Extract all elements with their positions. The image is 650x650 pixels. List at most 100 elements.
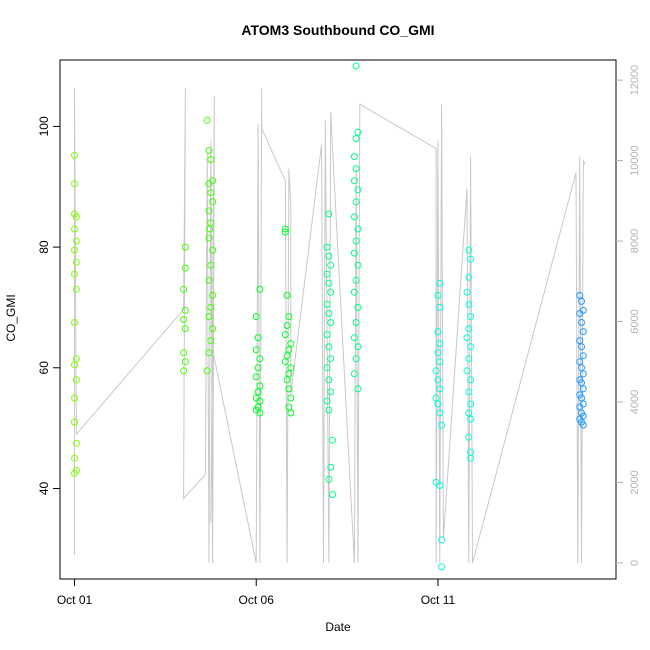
data-point xyxy=(352,165,360,173)
altitude-tick-label: 2000 xyxy=(629,470,641,494)
data-point xyxy=(205,147,213,154)
data-point xyxy=(576,337,584,345)
data-point xyxy=(285,403,293,411)
data-point xyxy=(352,319,360,326)
data-point xyxy=(352,135,360,142)
data-point xyxy=(329,491,336,498)
data-point xyxy=(434,400,442,408)
data-point xyxy=(576,358,584,366)
data-point xyxy=(206,225,214,233)
data-point xyxy=(436,358,444,366)
data-point xyxy=(252,373,260,381)
points-layer xyxy=(71,62,587,571)
data-point xyxy=(436,303,444,311)
data-point xyxy=(209,325,217,333)
chart-title: ATOM3 Southbound CO_GMI xyxy=(241,22,434,38)
data-point xyxy=(72,355,80,363)
data-point xyxy=(181,264,189,272)
data-point xyxy=(71,394,78,402)
x-tick-label: Oct 06 xyxy=(239,593,275,607)
data-point xyxy=(350,370,358,378)
data-point xyxy=(209,198,217,206)
data-point xyxy=(203,116,211,124)
data-point xyxy=(254,334,262,342)
data-point xyxy=(327,355,335,363)
data-point xyxy=(285,313,293,320)
altitude-layer xyxy=(74,88,586,564)
x-axis: Oct 01 Oct 06 Oct 11 xyxy=(57,579,456,607)
data-point xyxy=(438,536,446,544)
data-point xyxy=(352,276,360,284)
data-point xyxy=(436,340,444,348)
data-point xyxy=(252,346,260,354)
data-point xyxy=(578,297,585,305)
data-point xyxy=(254,364,262,372)
x-tick-label: Oct 11 xyxy=(421,593,456,607)
data-point xyxy=(71,319,78,326)
data-point xyxy=(352,198,360,206)
y-tick-label: 100 xyxy=(37,116,51,136)
data-point xyxy=(438,421,446,429)
data-point xyxy=(436,385,444,393)
data-point xyxy=(205,349,213,357)
data-point xyxy=(327,463,335,471)
data-point xyxy=(256,285,264,293)
data-point xyxy=(281,331,289,339)
data-point xyxy=(327,288,335,296)
data-point xyxy=(256,409,264,417)
data-point xyxy=(72,237,80,245)
data-point xyxy=(579,385,587,393)
data-point xyxy=(323,364,331,372)
data-point xyxy=(467,313,475,320)
data-point xyxy=(207,261,215,269)
data-point xyxy=(434,328,442,336)
data-point xyxy=(203,367,211,375)
data-point xyxy=(205,276,213,284)
data-point xyxy=(325,406,333,414)
data-point xyxy=(438,563,446,571)
data-point xyxy=(354,186,362,194)
data-point xyxy=(578,343,585,351)
data-point xyxy=(463,367,471,375)
data-point xyxy=(205,313,213,320)
data-point xyxy=(350,249,358,257)
data-point xyxy=(467,454,475,462)
data-point xyxy=(209,246,217,254)
data-point xyxy=(180,349,188,357)
data-point xyxy=(354,343,362,351)
data-point xyxy=(467,376,475,384)
data-point xyxy=(465,355,473,363)
data-point xyxy=(323,243,331,251)
data-point xyxy=(578,319,585,326)
data-point xyxy=(465,433,473,441)
data-point xyxy=(352,62,360,70)
data-point xyxy=(463,334,471,342)
data-point xyxy=(354,225,362,233)
data-point xyxy=(323,270,331,278)
data-point xyxy=(434,376,442,384)
data-point xyxy=(579,328,587,336)
data-point xyxy=(281,228,289,236)
altitude-tick-label: 8000 xyxy=(629,229,641,253)
data-point xyxy=(207,156,215,164)
data-point xyxy=(209,177,217,185)
data-point xyxy=(463,288,471,296)
data-point xyxy=(327,388,335,396)
data-point xyxy=(71,151,78,159)
data-point xyxy=(436,279,444,287)
altitude-tick-label: 12000 xyxy=(629,65,641,96)
y-tick-label: 80 xyxy=(37,240,51,254)
data-point xyxy=(323,397,331,405)
data-point xyxy=(181,358,189,366)
data-point xyxy=(434,349,442,357)
data-point xyxy=(180,367,188,375)
data-point xyxy=(467,415,475,423)
altitude-tick-label: 4000 xyxy=(629,390,641,414)
data-point xyxy=(325,279,333,287)
data-point xyxy=(287,394,295,402)
data-point xyxy=(323,300,331,308)
altitude-tick-label: 0 xyxy=(629,560,641,566)
data-point xyxy=(579,352,587,360)
